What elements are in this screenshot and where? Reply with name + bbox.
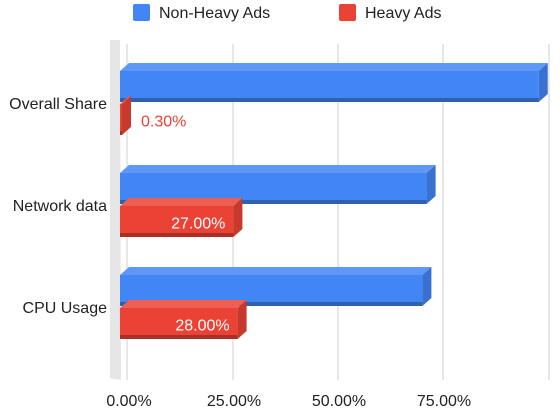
bar-bottom-edge bbox=[120, 131, 122, 135]
x-tick-label: 25.00% bbox=[207, 393, 261, 410]
bar-bottom-edge bbox=[120, 98, 539, 102]
legend-swatch bbox=[339, 4, 356, 21]
category-label-network-data: Network data bbox=[13, 198, 107, 215]
x-tick-label: 75.00% bbox=[417, 393, 471, 410]
data-label-cpu-usage: 28.00% bbox=[175, 318, 229, 335]
bar-non-heavy-ads-cpu-usage bbox=[120, 267, 432, 306]
legend-item-non-heavy-ads[interactable]: Non-Heavy Ads bbox=[133, 4, 270, 22]
bar-side-face bbox=[538, 63, 548, 102]
data-label-network-data: 27.00% bbox=[171, 216, 225, 233]
bar-bottom-edge bbox=[120, 200, 427, 204]
category-labels: Overall Share Network data CPU Usage bbox=[9, 96, 107, 317]
bar-bottom-edge bbox=[120, 233, 234, 237]
bar-top-face bbox=[120, 63, 548, 71]
axis-wall-face bbox=[110, 40, 121, 380]
legend-swatch bbox=[133, 4, 150, 21]
bar-side-face bbox=[233, 198, 243, 237]
legend-label: Heavy Ads bbox=[365, 5, 441, 22]
bar-heavy-ads-network-data bbox=[120, 198, 243, 237]
axis-wall bbox=[110, 40, 121, 380]
bar-front-face bbox=[120, 104, 122, 135]
x-tick-label: 50.00% bbox=[312, 393, 366, 410]
bar-top-face bbox=[120, 96, 131, 104]
bar-side-face bbox=[426, 165, 436, 204]
x-tick-label: 0.00% bbox=[106, 393, 151, 410]
bar-front-face bbox=[120, 206, 234, 237]
bar-heavy-ads-overall-share bbox=[120, 96, 131, 135]
data-label-overall-share: 0.30% bbox=[141, 114, 186, 131]
bar-top-face bbox=[120, 300, 247, 308]
legend-label: Non-Heavy Ads bbox=[159, 5, 270, 22]
category-label-cpu-usage: CPU Usage bbox=[23, 300, 108, 317]
category-label-overall-share: Overall Share bbox=[9, 96, 107, 113]
legend: Non-Heavy Ads Heavy Ads bbox=[133, 4, 441, 22]
legend-item-heavy-ads[interactable]: Heavy Ads bbox=[339, 4, 441, 22]
bars bbox=[120, 63, 548, 339]
x-tick-labels: 0.00% 25.00% 50.00% 75.00% bbox=[106, 393, 471, 410]
bar-top-face bbox=[120, 198, 243, 206]
bar-top-face bbox=[120, 267, 432, 275]
bar-heavy-ads-cpu-usage bbox=[120, 300, 247, 339]
bar-side-face bbox=[237, 300, 247, 339]
bar-bottom-edge bbox=[120, 335, 238, 339]
bar-side-face bbox=[122, 96, 131, 135]
bar-top-face bbox=[120, 165, 436, 173]
bar-front-face bbox=[120, 308, 238, 339]
bar-front-face bbox=[120, 71, 539, 102]
data-labels: 0.30% 27.00% 28.00% bbox=[141, 114, 230, 335]
bar-bottom-edge bbox=[120, 302, 423, 306]
bar-side-face bbox=[422, 267, 432, 306]
bar-non-heavy-ads-overall-share bbox=[120, 63, 548, 102]
